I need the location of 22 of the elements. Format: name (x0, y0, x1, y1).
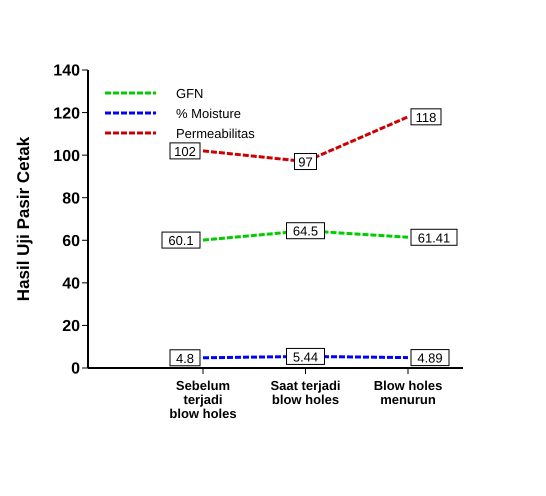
legend-label: % Moisture (176, 106, 242, 120)
y-tick-label: 20 (62, 318, 80, 336)
legend-label: GFN (176, 86, 204, 100)
y-tick-label: 120 (53, 105, 80, 122)
y-tick-label: 140 (53, 62, 80, 80)
data-label: 4.8 (176, 350, 194, 366)
y-tick-label: 0 (71, 360, 80, 378)
data-label: 97 (298, 154, 313, 170)
data-label: 60.1 (168, 233, 194, 248)
data-label: 118 (416, 110, 436, 125)
y-tick-label: 80 (62, 190, 80, 208)
y-tick-label: 40 (62, 276, 80, 293)
y-tick-label: 60 (62, 232, 80, 250)
y-tick-label: 100 (53, 148, 80, 165)
data-label: 61.41 (418, 230, 450, 246)
y-axis-title: Hasil Uji Pasir Cetak (14, 136, 34, 302)
data-label: 4.89 (417, 350, 443, 366)
x-tick-label: Blow holes menurun (374, 378, 442, 407)
data-label: 102 (174, 144, 196, 159)
x-tick-label: Sebelum terjadi blow holes (169, 378, 237, 421)
x-tick-label: Saat terjadi blow holes (270, 378, 341, 407)
legend-label: Permeabilitas (176, 126, 255, 140)
